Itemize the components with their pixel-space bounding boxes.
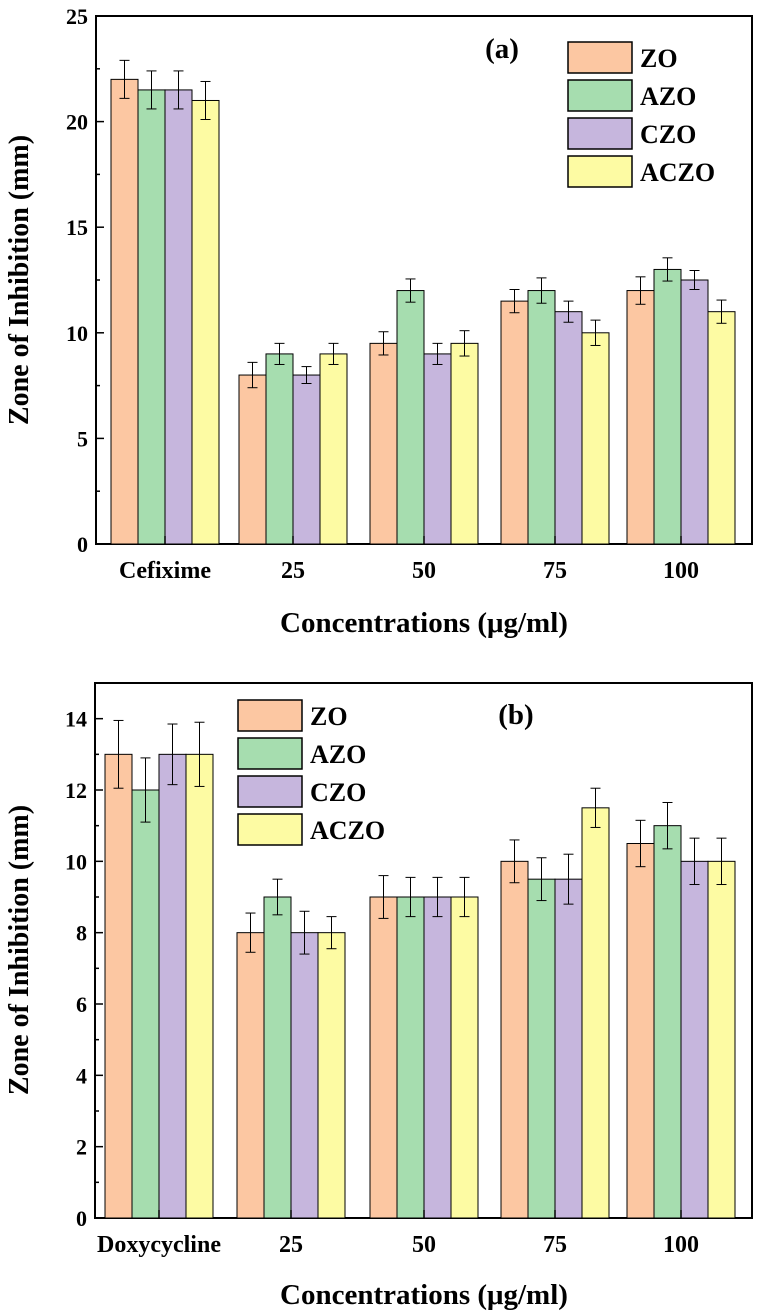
legend-swatch-azo (567, 79, 633, 112)
bar-czo-cefixime (164, 89, 193, 545)
y-tick-label: 8 (76, 921, 87, 946)
bar-zo-25 (238, 374, 267, 545)
bar-czo-doxycycline (158, 753, 187, 1219)
bar-czo-75 (554, 878, 583, 1219)
bar-aczo-50 (450, 342, 479, 545)
y-axis-label: Zone of Inhibition (mm) (4, 135, 35, 425)
y-tick-label: 15 (66, 215, 88, 240)
x-tick-label: 25 (281, 558, 305, 584)
bar-zo-cefixime (110, 78, 139, 545)
x-tick-label: 100 (663, 558, 699, 584)
legend: ZO AZO CZO ACZO (237, 699, 385, 846)
x-tick-label: Doxycycline (97, 1232, 221, 1258)
bar-czo-100 (680, 860, 709, 1219)
legend-swatch-azo (237, 737, 303, 770)
y-tick-label: 5 (77, 426, 88, 451)
x-tick-label: 50 (412, 558, 436, 584)
bar-czo-50 (423, 896, 452, 1219)
bar-azo-50 (396, 290, 425, 545)
legend-label-azo: AZO (640, 82, 696, 111)
bars (104, 719, 736, 1219)
bar-czo-25 (290, 932, 319, 1219)
bar-azo-50 (396, 896, 425, 1219)
bar-zo-75 (500, 860, 529, 1219)
x-axis-ticks: Doxycycline 25 50 75 100 (97, 1210, 699, 1258)
legend-swatch-czo (237, 775, 303, 808)
bar-czo-75 (554, 311, 583, 545)
y-tick-label: 0 (77, 532, 88, 557)
legend-label-zo: ZO (310, 702, 348, 731)
bar-azo-25 (263, 896, 292, 1219)
legend-swatch-zo (567, 41, 633, 74)
bar-aczo-100 (707, 311, 736, 545)
chart-panel-b: 0 2 4 6 8 10 12 14 Doxycycline 25 50 75 100 (b) Con… (4, 682, 753, 1311)
y-axis-ticks: 0 5 10 15 20 25 (66, 4, 104, 557)
y-tick-label: 14 (65, 707, 87, 732)
x-axis-ticks: Cefixime 25 50 75 100 (119, 536, 699, 584)
bar-zo-doxycycline (104, 753, 133, 1219)
y-tick-label: 20 (66, 110, 88, 135)
bar-zo-100 (626, 290, 655, 545)
legend-label-czo: CZO (640, 120, 696, 149)
bar-azo-75 (527, 290, 556, 545)
y-tick-label: 25 (66, 4, 88, 29)
legend-swatch-aczo (237, 813, 303, 846)
panel-label: (a) (485, 33, 519, 65)
bar-zo-100 (626, 843, 655, 1219)
y-axis-label: Zone of Inhibition (mm) (4, 805, 35, 1095)
bar-aczo-100 (707, 860, 736, 1219)
x-axis-label: Concentrations (μg/ml) (280, 607, 568, 639)
bar-zo-75 (500, 300, 529, 545)
y-tick-label: 4 (76, 1063, 87, 1088)
x-axis-label: Concentrations (μg/ml) (280, 1279, 568, 1311)
bar-aczo-25 (317, 932, 346, 1219)
x-tick-label: 75 (543, 1232, 567, 1258)
y-axis-ticks: 0 2 4 6 8 10 12 14 (65, 682, 103, 1231)
legend-swatch-czo (567, 117, 633, 150)
legend-label-azo: AZO (310, 740, 366, 769)
bar-azo-cefixime (137, 89, 166, 545)
bar-aczo-50 (450, 896, 479, 1219)
bar-aczo-75 (581, 807, 610, 1219)
x-tick-label: 25 (279, 1232, 303, 1258)
bars (110, 59, 736, 545)
bar-azo-100 (653, 825, 682, 1219)
legend-label-zo: ZO (640, 44, 678, 73)
legend-swatch-zo (237, 699, 303, 732)
bar-czo-25 (292, 374, 321, 545)
chart-panel-a: 0 5 10 15 20 25 Cefixime 25 50 75 100 (a) Concent… (4, 4, 753, 639)
legend-label-aczo: ACZO (310, 816, 385, 845)
x-tick-label: 50 (412, 1232, 436, 1258)
bar-zo-50 (369, 342, 398, 545)
y-tick-label: 2 (76, 1135, 87, 1160)
legend-label-czo: CZO (310, 778, 366, 807)
x-tick-label: 100 (663, 1232, 699, 1258)
bar-azo-100 (653, 268, 682, 545)
legend-label-aczo: ACZO (640, 158, 715, 187)
bar-aczo-75 (581, 332, 610, 545)
y-tick-label: 10 (65, 849, 87, 874)
x-tick-label: Cefixime (119, 558, 211, 584)
bar-aczo-25 (319, 353, 348, 545)
legend: ZO AZO CZO ACZO (567, 41, 715, 188)
bar-azo-25 (265, 353, 294, 545)
bar-zo-50 (369, 896, 398, 1219)
y-tick-label: 12 (65, 778, 87, 803)
y-tick-label: 6 (76, 992, 87, 1017)
bar-azo-doxycycline (131, 789, 160, 1219)
bar-aczo-doxycycline (185, 753, 214, 1219)
y-tick-label: 10 (66, 321, 88, 346)
legend-swatch-aczo (567, 155, 633, 188)
bar-aczo-cefixime (191, 99, 220, 545)
bar-czo-50 (423, 353, 452, 545)
panel-label: (b) (498, 699, 533, 731)
y-tick-label: 0 (76, 1206, 87, 1231)
bar-czo-100 (680, 279, 709, 545)
bar-azo-75 (527, 878, 556, 1219)
bar-zo-25 (236, 932, 265, 1219)
x-tick-label: 75 (543, 558, 567, 584)
